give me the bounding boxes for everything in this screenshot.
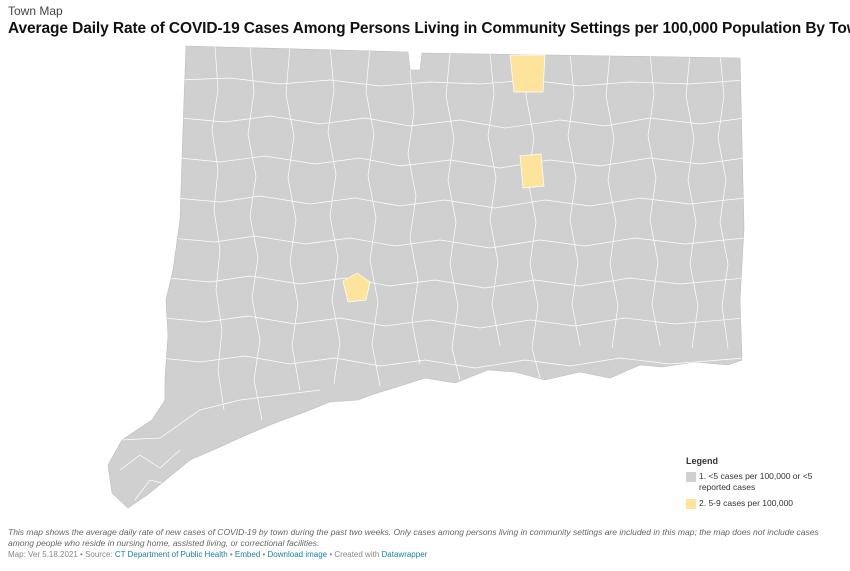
embed-link[interactable]: Embed <box>234 550 261 559</box>
town-5-9-southwest <box>342 272 371 303</box>
legend-label: 1. <5 cases per 100,000 or <5 reported c… <box>699 471 813 493</box>
map-title: Average Daily Rate of COVID-19 Cases Amo… <box>8 20 850 37</box>
footer-separator: • <box>260 550 268 559</box>
state-outline <box>107 45 745 509</box>
legend-item: 2. 5-9 cases per 100,000 <box>686 498 826 510</box>
town-5-9-north <box>509 54 546 93</box>
map-legend: Legend 1. <5 cases per 100,000 or <5 rep… <box>686 456 826 514</box>
legend-label: 2. 5-9 cases per 100,000 <box>699 498 794 509</box>
highlighted-towns <box>342 54 546 303</box>
map-kicker: Town Map <box>8 4 63 18</box>
datawrapper-link[interactable]: Datawrapper <box>381 550 428 559</box>
footer-prefix: Map: Ver 5.18.2021 • Source: <box>8 550 115 559</box>
legend-title: Legend <box>686 456 719 466</box>
download-image-link[interactable]: Download image <box>267 550 328 559</box>
town-boundaries <box>119 46 744 501</box>
map-footer: Map: Ver 5.18.2021 • Source: CT Departme… <box>8 550 427 559</box>
town-5-9-central <box>519 153 545 189</box>
source-link[interactable]: CT Department of Public Health <box>114 550 228 559</box>
map-notes: This map shows the average daily rate of… <box>8 527 819 549</box>
footer-separator: • <box>227 550 235 559</box>
footer-separator: • Created with <box>327 550 382 559</box>
legend-item: 1. <5 cases per 100,000 or <5 reported c… <box>686 471 826 493</box>
legend-swatch-mid <box>686 499 696 510</box>
legend-swatch-low <box>686 472 696 482</box>
